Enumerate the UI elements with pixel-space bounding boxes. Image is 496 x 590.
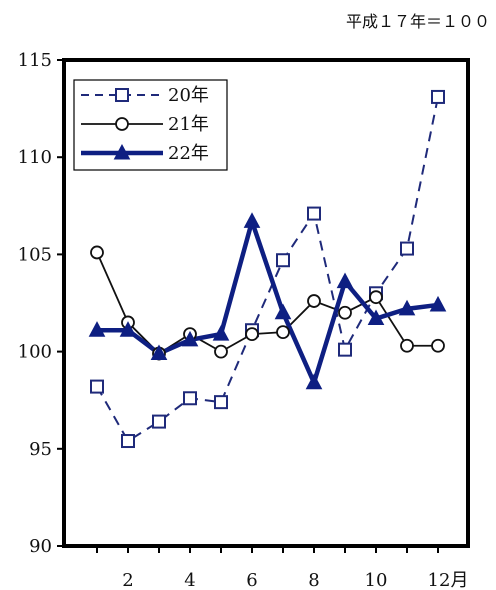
series-3-point (305, 373, 323, 390)
legend-marker-2 (115, 117, 129, 131)
series-2-point (307, 294, 321, 308)
series-3-point (119, 321, 137, 337)
series-2-point (90, 245, 104, 260)
x-tick-label: 10 (365, 570, 388, 590)
y-tick-label: 115 (18, 50, 52, 71)
x-tick-label: 2 (122, 570, 133, 590)
series-1-point (152, 414, 166, 429)
series-2-point (431, 338, 445, 353)
series-3-point (243, 212, 261, 228)
series-2-point (338, 305, 352, 320)
axis-layer: 115 110 105 100 95 90 2 4 6 8 10 12月 (18, 50, 469, 590)
series-2-point (400, 338, 414, 353)
series-3-point (88, 321, 106, 337)
series-1-point (431, 89, 445, 104)
x-tick-label: 6 (246, 570, 257, 590)
series-3-point (181, 330, 199, 347)
legend-label-2: 21年 (168, 114, 209, 135)
series-1-point (338, 342, 352, 357)
series-1-point (400, 241, 414, 256)
x-tick-label: 8 (308, 570, 319, 590)
legend: 20年 21年 22年 (73, 79, 228, 171)
series-2-point (276, 325, 290, 340)
legend-label-1: 20年 (168, 85, 209, 106)
series-line-3 (97, 213, 439, 390)
series-layer (88, 89, 447, 449)
series-3-point (150, 344, 168, 361)
series-3-point (429, 295, 447, 312)
legend-marker-3 (113, 143, 131, 160)
y-tick-label: 90 (29, 536, 52, 557)
legend-marker-1 (115, 88, 129, 102)
x-tick-label: 12月 (428, 570, 469, 590)
series-3-point (336, 272, 354, 289)
y-tick-label: 110 (18, 147, 52, 168)
y-tick-label: 95 (29, 439, 52, 460)
y-tick-label: 100 (18, 342, 52, 363)
series-1-point (276, 253, 290, 268)
series-1-point (307, 206, 321, 221)
series-1-point (121, 434, 135, 449)
series-2-point (369, 290, 383, 305)
series-2-point (214, 344, 228, 359)
series-1-point (183, 391, 197, 406)
x-tick-label: 4 (184, 570, 195, 590)
series-3-point (274, 303, 292, 320)
series-3-point (398, 299, 416, 316)
series-3-point (212, 325, 230, 341)
legend-label-3: 22年 (168, 143, 209, 164)
y-tick-label: 105 (18, 244, 52, 265)
series-2-point (245, 327, 259, 342)
base-year-note: 平成１７年＝１００ (346, 12, 490, 31)
series-3-point (367, 309, 385, 326)
series-1-point (214, 395, 228, 410)
plot-frame (62, 58, 470, 548)
series-1-point (90, 379, 104, 394)
